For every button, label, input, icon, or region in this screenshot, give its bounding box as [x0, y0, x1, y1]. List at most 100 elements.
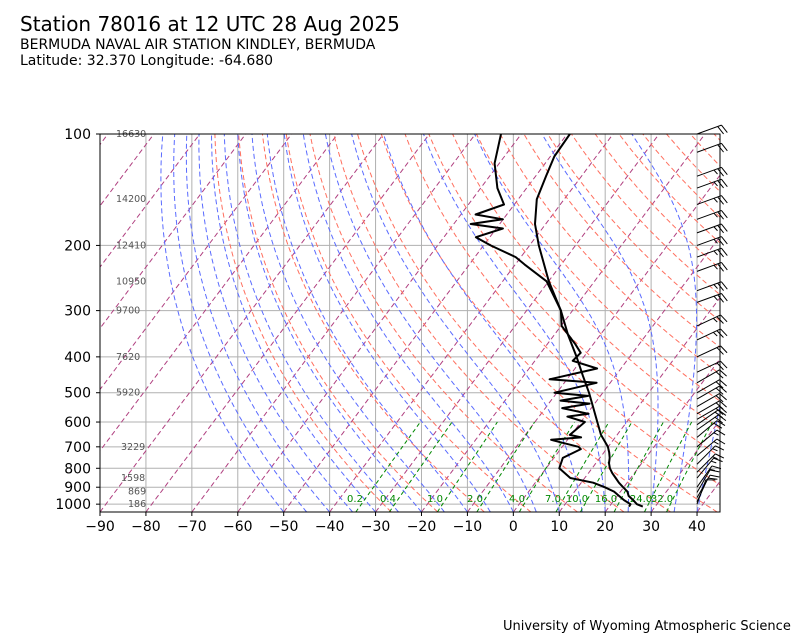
- dry-adiabat: [713, 134, 720, 141]
- wind-barb: [696, 328, 728, 341]
- mixing-ratio-line: [436, 421, 498, 512]
- isotherm-line: [650, 419, 720, 512]
- wind-barb: [696, 360, 728, 373]
- dry-adiabat: [666, 134, 720, 193]
- dry-adiabat: [738, 134, 800, 512]
- y-tick-label: 700: [64, 440, 91, 456]
- y-tick-label: 400: [64, 350, 91, 366]
- thermo-lines: [0, 134, 800, 512]
- dry-adiabat: [499, 134, 720, 375]
- mixing-ratio-label: 1.0: [427, 494, 443, 505]
- dry-adiabat: [452, 134, 720, 430]
- isotherm-line: [696, 480, 720, 512]
- isotherm-line: [558, 296, 720, 512]
- height-label: 7620: [116, 352, 140, 363]
- x-tick-label: 10: [550, 519, 568, 535]
- moist-adiabat: [160, 134, 285, 512]
- wind-barb: [696, 429, 726, 448]
- moist-adiabat: [283, 134, 491, 512]
- x-tick-label: 20: [596, 519, 614, 535]
- dry-adiabat: [357, 134, 671, 512]
- mixing-ratio-label: 16.0: [595, 494, 617, 505]
- wind-barb: [696, 420, 726, 438]
- isotherm-line: [100, 134, 384, 512]
- dry-adiabat: [238, 134, 439, 512]
- isotherm-line: [375, 134, 660, 512]
- wind-barb: [696, 223, 728, 234]
- isotherm-line: [237, 134, 522, 512]
- isotherm-line: [0, 134, 62, 512]
- plot-frame: [99, 133, 721, 513]
- isotherm-line: [604, 358, 720, 512]
- isotherm-line: [283, 134, 568, 512]
- height-label: 869: [128, 487, 146, 498]
- wind-barb: [696, 261, 728, 272]
- mixing-ratio-line: [518, 421, 575, 512]
- mixing-ratio-label: 0.2: [347, 494, 363, 505]
- isotherm-line: [100, 134, 109, 146]
- height-label: 14200: [116, 194, 146, 205]
- grid: [99, 133, 720, 512]
- isotherm-line: [191, 134, 476, 512]
- mixing-ratio-label: 2.0: [467, 494, 483, 505]
- station-location: Latitude: 32.370 Longitude: -64.680: [20, 53, 274, 69]
- moist-adiabat: [185, 134, 330, 512]
- dry-adiabat: [689, 134, 720, 167]
- dry-adiabat: [762, 134, 800, 512]
- isotherm-line: [100, 134, 293, 391]
- sounding-profiles: [469, 134, 644, 508]
- isotherm-line: [329, 134, 614, 512]
- wind-barb: [696, 281, 728, 292]
- dry-adiabat: [404, 134, 720, 486]
- mixing-ratio-label: 32.0: [651, 494, 673, 505]
- wind-barb: [696, 166, 728, 177]
- height-label: 3229: [121, 442, 145, 453]
- wind-barb: [696, 438, 726, 457]
- moist-adiabat: [631, 134, 698, 512]
- y-tick-label: 800: [64, 461, 91, 477]
- wind-barb: [696, 124, 728, 135]
- mixing-ratio-line: [555, 421, 610, 512]
- moist-adiabat: [173, 134, 308, 512]
- mixing-ratio-label: 24.0: [630, 494, 652, 505]
- dry-adiabat: [309, 134, 578, 512]
- mixing-ratio-label: 7.0: [545, 494, 561, 505]
- axes: −90 −80 −70 −60 −50 −40 −30 −20 −10 0 10 20 30 40 100 2…: [55, 127, 706, 535]
- y-tick-label: 500: [64, 386, 91, 402]
- isotherm-line: [145, 134, 430, 512]
- credit-text: University of Wyoming Atmospheric Scienc…: [503, 619, 791, 634]
- wind-barb: [696, 465, 722, 488]
- y-tick-label: 100: [64, 127, 91, 143]
- moist-adiabat: [237, 134, 422, 512]
- mixing-ratio-line: [388, 421, 453, 512]
- moist-adiabat: [541, 134, 659, 512]
- x-tick-label: −80: [131, 519, 161, 535]
- mixing-ratio-line: [666, 421, 713, 512]
- dry-adiabat: [523, 134, 720, 348]
- y-tick-label: 900: [64, 480, 91, 496]
- x-tick-label: −10: [453, 519, 483, 535]
- x-tick-label: −90: [85, 519, 115, 535]
- height-label: 9700: [116, 306, 140, 317]
- height-label: 10950: [116, 276, 146, 287]
- wind-barb: [696, 314, 728, 327]
- isotherm-line: [421, 134, 706, 512]
- dry-adiabat: [214, 134, 392, 512]
- wind-barb: [696, 178, 728, 189]
- dewpoint-profile: [469, 134, 632, 508]
- mixing-ratio-label: 0.4: [380, 494, 396, 505]
- x-tick-label: 40: [688, 519, 706, 535]
- y-tick-label: 300: [64, 304, 91, 320]
- y-tick-label: 600: [64, 415, 91, 431]
- isotherm-line: [100, 134, 338, 452]
- wind-barb: [696, 474, 720, 498]
- height-label: 5920: [116, 388, 140, 399]
- moist-adiabat: [383, 134, 583, 512]
- x-tick-label: 30: [642, 519, 660, 535]
- x-tick-label: −30: [361, 519, 391, 535]
- x-tick-label: −50: [269, 519, 299, 535]
- mixing-ratio-line: [355, 421, 421, 512]
- moist-adiabat: [351, 134, 560, 512]
- wind-barb: [696, 457, 723, 479]
